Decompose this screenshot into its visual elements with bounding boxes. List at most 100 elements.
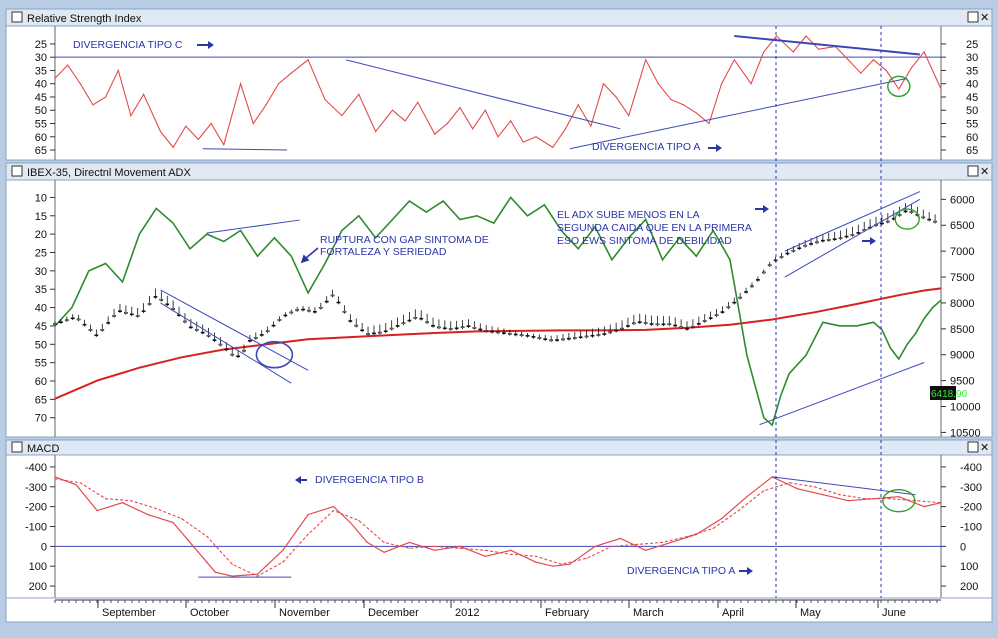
price-tick-label-left: 15	[35, 211, 47, 223]
price-candle	[242, 349, 246, 352]
price-candle	[525, 335, 530, 337]
price-candle	[537, 337, 542, 339]
rsi-line-point	[564, 128, 567, 130]
x-axis-body	[5, 597, 993, 623]
rsi-line-point	[105, 96, 107, 98]
x-axis: September October November December 2012 Febr…	[5, 597, 993, 623]
adx-line-point	[822, 321, 824, 323]
macd-tick-label-left: -400	[25, 462, 47, 474]
moving-average-line-point	[518, 330, 520, 332]
rsi-tick-label-left: 40	[35, 79, 47, 91]
annotation-gap-1: RUPTURA CON GAP SINTOMA DE	[320, 234, 489, 246]
macd-line-point	[552, 565, 554, 567]
macd-line-point	[619, 537, 622, 540]
moving-average-line-point	[54, 398, 56, 400]
price-candle	[880, 222, 884, 225]
price-candle	[118, 310, 122, 312]
macd-signal-line	[54, 478, 942, 577]
adx-line-point	[915, 332, 917, 334]
rsi-tick-label-right: 40	[966, 79, 978, 91]
price-tick-label-left: 55	[35, 358, 47, 370]
price-candle	[484, 330, 489, 332]
rsi-line-point	[130, 115, 132, 117]
macd-tick-label-right: 100	[960, 561, 978, 573]
rsi-line-point	[324, 99, 326, 101]
rsi-line-point	[67, 64, 69, 66]
arrow-icon-macd-a	[739, 567, 753, 575]
adx-line-point	[729, 259, 731, 261]
rsi-line-point	[695, 112, 697, 114]
rsi-line-point	[860, 72, 862, 74]
rsi-line-point	[522, 141, 524, 143]
price-restore-icon[interactable]	[967, 165, 979, 177]
price-candle	[726, 306, 731, 309]
adx-line-point	[889, 347, 892, 349]
rsi-line-point	[265, 104, 267, 106]
rsi-close-icon[interactable]: ✕	[980, 12, 989, 24]
price-tick-label-left: 65	[35, 394, 47, 406]
price-candle	[626, 325, 630, 327]
price-candle	[431, 325, 435, 327]
price-close-icon[interactable]: ✕	[980, 166, 989, 178]
macd-close-icon[interactable]: ✕	[980, 442, 989, 454]
price-panel: IBEX-35, Directnl Movement ADX ✕ 70 65 60 5…	[5, 162, 993, 439]
price-candle	[277, 319, 282, 321]
price-candle	[407, 319, 412, 322]
macd-signal-line-point	[408, 547, 410, 549]
price-body	[5, 179, 993, 438]
adx-line-point	[805, 354, 807, 356]
price-candle	[637, 321, 642, 323]
moving-average-line-point	[771, 318, 773, 321]
rsi-line-point	[590, 125, 592, 127]
macd-panel-icon	[11, 441, 23, 453]
adx-line-point	[391, 218, 394, 221]
adx-line-point	[307, 292, 309, 294]
price-candle	[330, 294, 335, 297]
price-tick-label-right: 10000	[950, 402, 981, 414]
price-candle	[200, 331, 205, 334]
x-tick-label: June	[882, 607, 906, 619]
price-candle	[602, 333, 607, 335]
rsi-trend-line	[202, 148, 288, 151]
price-candle	[165, 303, 170, 306]
price-channel-line	[160, 302, 292, 384]
price-candle	[472, 327, 477, 329]
price-tick-label-left: 40	[35, 303, 47, 315]
macd-tick-label-left: -100	[25, 522, 47, 534]
macd-line-point	[898, 496, 900, 498]
x-tick-label: December	[368, 607, 419, 619]
macd-signal-line-point	[231, 563, 233, 565]
macd-tick-label-right: 0	[960, 541, 966, 553]
rsi-tick-label-right: 65	[966, 145, 978, 157]
macd-body	[5, 454, 993, 599]
macd-line-point	[434, 549, 436, 551]
rsi-line-point	[683, 104, 685, 106]
price-candle	[123, 311, 128, 314]
rsi-restore-icon[interactable]	[967, 11, 979, 23]
price-candle	[502, 332, 506, 334]
price-channel-line	[759, 362, 925, 426]
adx-line-point	[839, 325, 841, 327]
macd-signal-line-point	[54, 478, 56, 480]
price-candle	[826, 239, 831, 241]
price-candle	[578, 336, 583, 339]
adx-line-point	[577, 248, 579, 250]
x-tick-label: March	[633, 607, 664, 619]
macd-restore-icon[interactable]	[967, 441, 979, 453]
macd-signal-line-point	[484, 549, 486, 551]
price-candle	[631, 322, 636, 325]
adx-line-point	[121, 281, 124, 283]
rsi-line-point	[923, 51, 925, 53]
price-candle	[318, 306, 323, 309]
price-candle	[135, 315, 140, 317]
rsi-line-point	[223, 144, 225, 146]
annotation-rsi-a: DIVERGENCIA TIPO A	[592, 141, 700, 153]
rsi-tick-label-right: 60	[966, 132, 978, 144]
price-candle	[460, 326, 465, 329]
price-candle	[702, 320, 707, 322]
rsi-line-point	[750, 83, 752, 85]
adx-line-point	[940, 299, 942, 301]
macd-tick-label-left: 0	[41, 541, 47, 553]
macd-signal-line-point	[459, 547, 461, 549]
